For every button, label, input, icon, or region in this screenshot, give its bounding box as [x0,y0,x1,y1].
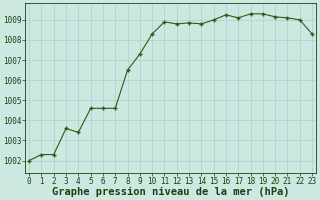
X-axis label: Graphe pression niveau de la mer (hPa): Graphe pression niveau de la mer (hPa) [52,187,289,197]
